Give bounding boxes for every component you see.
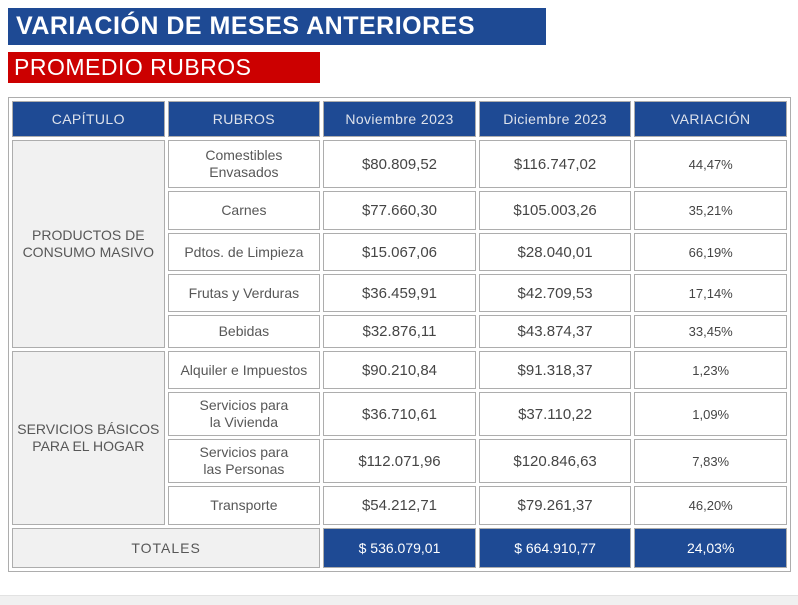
nov-value: $80.809,52 <box>323 140 476 188</box>
table-row: SERVICIOS BÁSICOS PARA EL HOGAR Alquiler… <box>12 351 787 525</box>
var-value: 17,14% <box>634 274 787 312</box>
var-value: 35,21% <box>634 191 787 230</box>
totals-nov-value: $ 536.079,01 <box>323 528 476 568</box>
totals-row: TOTALES $ 536.079,01 $ 664.910,77 24,03% <box>12 528 787 568</box>
header-noviembre: Noviembre 2023 <box>323 101 476 137</box>
header-capitulo: CAPÍTULO <box>12 101 165 137</box>
dic-value: $91.318,37 <box>478 351 632 389</box>
dic-value: $120.846,63 <box>478 439 632 483</box>
dic-value: $116.747,02 <box>478 140 632 188</box>
rubro-cell: Carnes <box>167 191 321 230</box>
header-rubros: RUBROS <box>167 101 321 137</box>
header-diciembre: Diciembre 2023 <box>478 101 632 137</box>
table-row: Transporte $54.212,71 $79.261,37 46,20% <box>12 486 787 525</box>
dic-value: $28.040,01 <box>478 233 632 271</box>
dic-value: $79.261,37 <box>478 486 632 525</box>
table-row: Frutas y Verduras $36.459,91 $42.709,53 … <box>12 274 787 312</box>
nov-value: $77.660,30 <box>323 191 476 230</box>
bottom-strip <box>0 595 798 605</box>
nov-value: $112.071,96 <box>323 439 476 483</box>
table-row: Servicios para la Vivienda $36.710,61 $3… <box>12 392 787 436</box>
nov-value: $36.459,91 <box>323 274 476 312</box>
subtitle-bar: PROMEDIO RUBROS <box>8 52 320 83</box>
dic-value: $105.003,26 <box>478 191 632 230</box>
var-value: 33,45% <box>634 315 787 348</box>
totals-label: TOTALES <box>12 528 321 568</box>
dic-value: $42.709,53 <box>478 274 632 312</box>
subtitle: PROMEDIO RUBROS <box>14 54 252 80</box>
table-row: Carnes $77.660,30 $105.003,26 35,21% <box>12 191 787 230</box>
nov-value: $32.876,11 <box>323 315 476 348</box>
totals-var-value: 24,03% <box>634 528 787 568</box>
var-value: 1,23% <box>634 351 787 389</box>
rubro-cell: Servicios para las Personas <box>167 439 321 483</box>
table-row: Servicios para las Personas $112.071,96 … <box>12 439 787 483</box>
rubro-cell: Alquiler e Impuestos <box>167 351 321 389</box>
table-row: Bebidas $32.876,11 $43.874,37 33,45% <box>12 315 787 348</box>
nov-value: $90.210,84 <box>323 351 476 389</box>
dic-value: $43.874,37 <box>478 315 632 348</box>
var-value: 7,83% <box>634 439 787 483</box>
header-row: CAPÍTULO RUBROS Noviembre 2023 Diciembre… <box>12 101 787 137</box>
rubro-cell: Pdtos. de Limpieza <box>167 233 321 271</box>
rubro-cell: Servicios para la Vivienda <box>167 392 321 436</box>
table-row: Pdtos. de Limpieza $15.067,06 $28.040,01… <box>12 233 787 271</box>
var-value: 66,19% <box>634 233 787 271</box>
var-value: 44,47% <box>634 140 787 188</box>
main-title: VARIACIÓN DE MESES ANTERIORES <box>16 12 475 40</box>
var-value: 46,20% <box>634 486 787 525</box>
rubro-cell: Bebidas <box>167 315 321 348</box>
header-variacion: VARIACIÓN <box>634 101 787 137</box>
nov-value: $54.212,71 <box>323 486 476 525</box>
capitulo-servicios-basicos: SERVICIOS BÁSICOS PARA EL HOGAR <box>12 351 165 525</box>
rubro-cell: Comestibles Envasados <box>167 140 321 188</box>
nov-value: $36.710,61 <box>323 392 476 436</box>
table-row: PRODUCTOS DE CONSUMO MASIVO Comestibles … <box>12 140 787 348</box>
nov-value: $15.067,06 <box>323 233 476 271</box>
capitulo-consumo-masivo: PRODUCTOS DE CONSUMO MASIVO <box>12 140 165 348</box>
var-value: 1,09% <box>634 392 787 436</box>
rubro-cell: Transporte <box>167 486 321 525</box>
totals-dic-value: $ 664.910,77 <box>478 528 632 568</box>
rubro-cell: Frutas y Verduras <box>167 274 321 312</box>
variation-table: CAPÍTULO RUBROS Noviembre 2023 Diciembre… <box>8 97 791 572</box>
dic-value: $37.110,22 <box>478 392 632 436</box>
main-title-bar: VARIACIÓN DE MESES ANTERIORES <box>8 8 546 45</box>
